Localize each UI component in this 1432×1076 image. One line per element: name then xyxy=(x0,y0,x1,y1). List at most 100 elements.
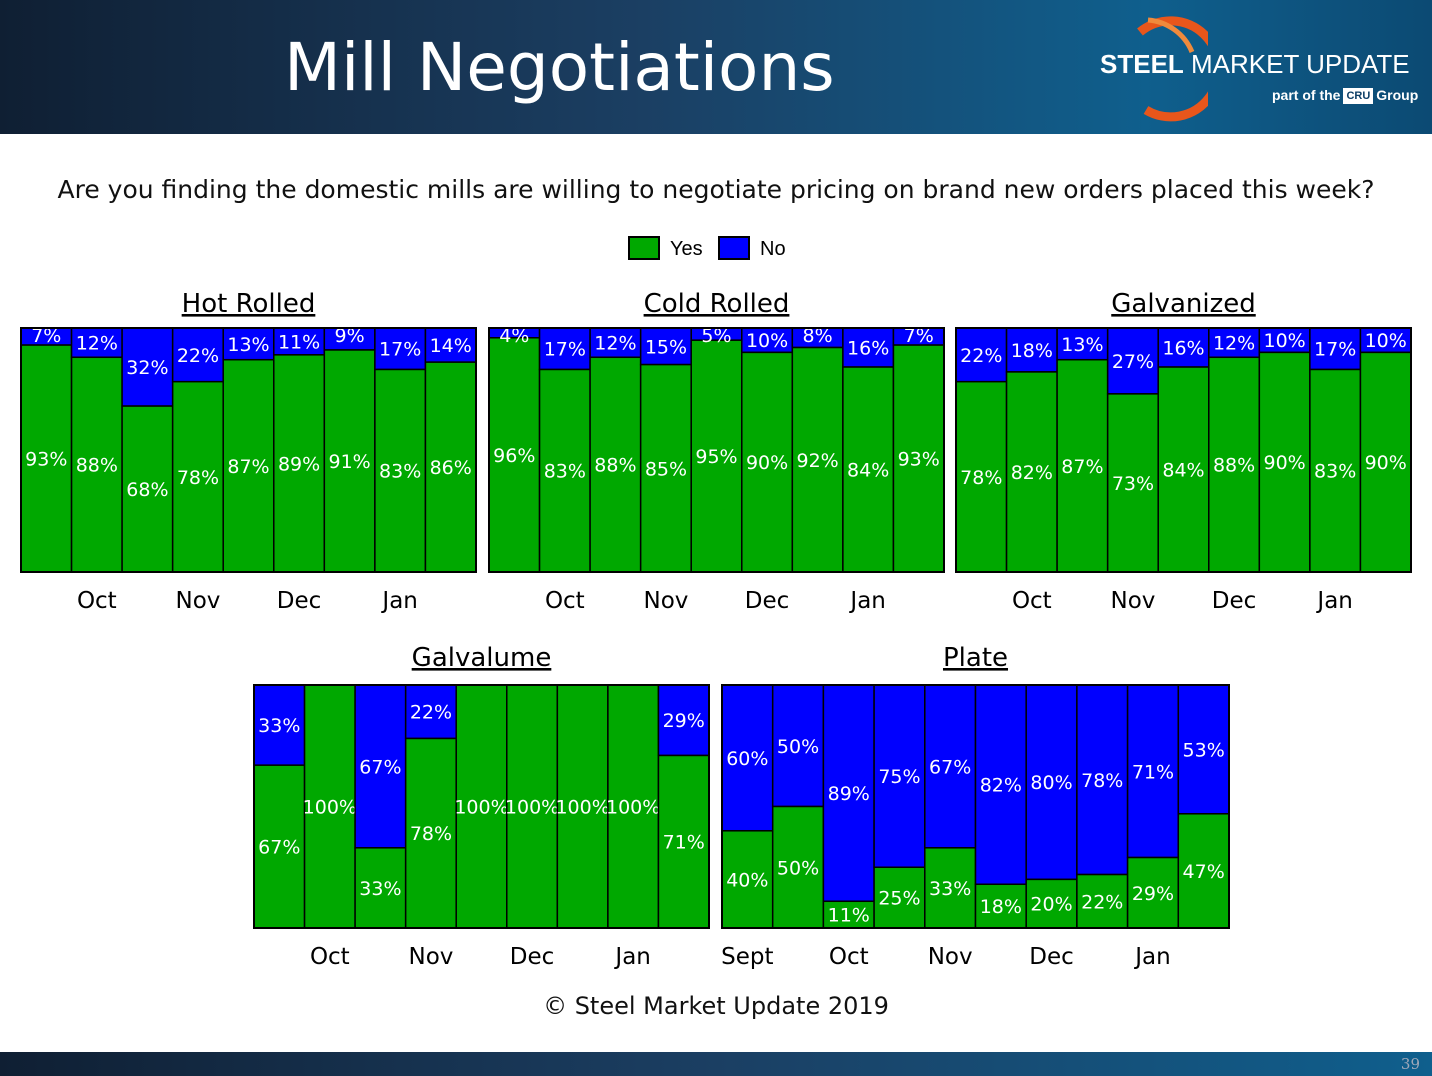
galvalume-xtick-nov: Nov xyxy=(408,944,453,970)
legend-swatch-no xyxy=(718,236,750,260)
plate-label-yes-6: 18% xyxy=(980,896,1022,918)
galvalume-label-yes-6: 100% xyxy=(505,797,559,819)
cold-rolled-bar-no-3 xyxy=(589,327,642,359)
plate-xtick-oct: Oct xyxy=(829,944,869,970)
footer-bar xyxy=(0,1052,1432,1076)
page-number: 39 xyxy=(1400,1055,1420,1073)
page-title: Mill Negotiations xyxy=(284,29,835,106)
galvanized-label-yes-3: 87% xyxy=(1061,456,1103,478)
plate-bar-yes-5 xyxy=(924,847,977,929)
hot-rolled-label-no-3: 32% xyxy=(126,357,168,379)
plate-bar-no-5 xyxy=(924,684,977,849)
galvalume-label-no-9: 29% xyxy=(663,710,705,732)
hot-rolled-bar-yes-1 xyxy=(20,344,73,573)
plate-chart: Plate 60% 40% 50% 50% 89% 11% 75% 25% 67% 33% 82% 18… xyxy=(721,643,1230,970)
galvanized-label-no-2: 18% xyxy=(1011,340,1053,362)
galvalume-label-yes-5: 100% xyxy=(454,797,508,819)
galvanized-label-no-5: 16% xyxy=(1162,338,1204,360)
hot-rolled-bar-yes-3 xyxy=(121,405,174,573)
galvalume-label-yes-1: 67% xyxy=(258,837,300,859)
plate-label-yes-9: 29% xyxy=(1132,883,1174,905)
hot-rolled-label-yes-1: 93% xyxy=(25,449,67,471)
plate-xtick-dec: Dec xyxy=(1029,944,1074,970)
hot-rolled-label-yes-2: 88% xyxy=(76,455,118,477)
plate-bar-yes-7 xyxy=(1025,878,1078,929)
cold-rolled-label-yes-4: 85% xyxy=(645,458,687,480)
galvanized-label-yes-9: 90% xyxy=(1365,452,1407,474)
cold-rolled-label-no-9: 7% xyxy=(904,325,934,347)
galvanized-label-no-8: 17% xyxy=(1314,339,1356,361)
hot-rolled-frame xyxy=(20,327,477,573)
plate-label-no-10: 53% xyxy=(1183,739,1225,761)
galvanized-bar-yes-9 xyxy=(1359,351,1412,573)
legend-label-no: No xyxy=(760,238,786,260)
cold-rolled-label-no-6: 10% xyxy=(746,330,788,352)
galvalume-label-no-3: 67% xyxy=(359,756,401,778)
galvanized-bar-yes-2 xyxy=(1005,371,1058,573)
logo-cru-badge: CRU xyxy=(1343,88,1374,104)
plate-bar-yes-1 xyxy=(721,830,774,929)
cold-rolled-bar-yes-3 xyxy=(589,356,642,573)
galvalume-bar-yes-8 xyxy=(607,684,660,929)
galvanized-label-no-7: 10% xyxy=(1263,330,1305,352)
cold-rolled-label-no-8: 16% xyxy=(847,338,889,360)
plate-frame xyxy=(721,684,1230,929)
galvanized-xtick-nov: Nov xyxy=(1110,588,1155,614)
hot-rolled-label-yes-8: 83% xyxy=(379,461,421,483)
galvanized-bar-no-1 xyxy=(955,327,1008,383)
plate-label-no-8: 78% xyxy=(1081,770,1123,792)
hot-rolled-xtick-oct: Oct xyxy=(77,588,117,614)
cold-rolled-label-no-4: 15% xyxy=(645,336,687,358)
hot-rolled-bar-yes-9 xyxy=(424,361,477,573)
hot-rolled-bar-no-4 xyxy=(171,327,224,383)
cold-rolled-xtick-jan: Jan xyxy=(848,588,885,614)
plate-label-yes-5: 33% xyxy=(929,878,971,900)
cold-rolled-label-yes-9: 93% xyxy=(898,449,940,471)
galvalume-label-no-4: 22% xyxy=(410,702,452,724)
cold-rolled-label-no-7: 8% xyxy=(803,325,833,347)
hot-rolled-label-no-6: 11% xyxy=(278,331,320,353)
galvalume-title: Galvalume xyxy=(412,643,552,673)
cold-rolled-label-yes-3: 88% xyxy=(594,455,636,477)
header-banner: Mill Negotiations STEEL MARKET UPDATE pa… xyxy=(0,0,1432,134)
galvanized-xtick-dec: Dec xyxy=(1212,588,1257,614)
plate-title: Plate xyxy=(943,643,1008,673)
galvalume-label-yes-2: 100% xyxy=(303,797,357,819)
galvanized-label-yes-6: 88% xyxy=(1213,455,1255,477)
plate-bar-yes-9 xyxy=(1126,856,1180,929)
plate-label-no-1: 60% xyxy=(726,748,768,770)
galvanized-label-yes-4: 73% xyxy=(1112,473,1154,495)
galvanized-label-no-1: 22% xyxy=(960,345,1002,367)
galvanized-label-yes-8: 83% xyxy=(1314,461,1356,483)
legend-swatch-yes xyxy=(628,236,660,260)
cold-rolled-bar-yes-7 xyxy=(791,346,844,573)
plate-label-yes-1: 40% xyxy=(726,869,768,891)
logo-brand-bold: STEEL xyxy=(1100,49,1184,79)
cold-rolled-bar-yes-1 xyxy=(488,337,541,573)
cold-rolled-title: Cold Rolled xyxy=(644,289,790,319)
hot-rolled-label-no-9: 14% xyxy=(430,335,472,357)
galvalume-chart: Galvalume33%67%100%67%33%22%78%100%100%1… xyxy=(253,643,710,970)
galvanized-label-no-9: 10% xyxy=(1365,330,1407,352)
galvalume-xtick-jan: Jan xyxy=(613,944,650,970)
hot-rolled-label-yes-6: 89% xyxy=(278,453,320,475)
galvanized-label-no-4: 27% xyxy=(1112,351,1154,373)
plate-label-no-6: 82% xyxy=(980,775,1022,797)
plate-label-yes-2: 50% xyxy=(777,857,819,879)
galvanized-label-no-3: 13% xyxy=(1061,334,1103,356)
logo-sub-suffix: Group xyxy=(1376,87,1419,103)
hot-rolled-label-no-4: 22% xyxy=(177,345,219,367)
cold-rolled-label-yes-1: 96% xyxy=(493,445,535,467)
plate-bar-yes-2 xyxy=(771,805,825,929)
galvanized-chart: Galvanized 22% 78% 18% 82% 13% 87% 27% 73% 16% 84%… xyxy=(955,289,1412,614)
plate-xtick-nov: Nov xyxy=(928,944,973,970)
hot-rolled-label-yes-3: 68% xyxy=(126,479,168,501)
logo-sub-prefix: part of the xyxy=(1272,87,1341,103)
plate-bar-yes-10 xyxy=(1177,813,1230,929)
hot-rolled-bar-yes-5 xyxy=(222,358,275,573)
cold-rolled-label-no-2: 17% xyxy=(544,339,586,361)
logo-brand-rest: MARKET UPDATE xyxy=(1183,49,1410,79)
plate-label-yes-3: 11% xyxy=(828,905,870,927)
plate-label-no-3: 89% xyxy=(828,783,870,805)
